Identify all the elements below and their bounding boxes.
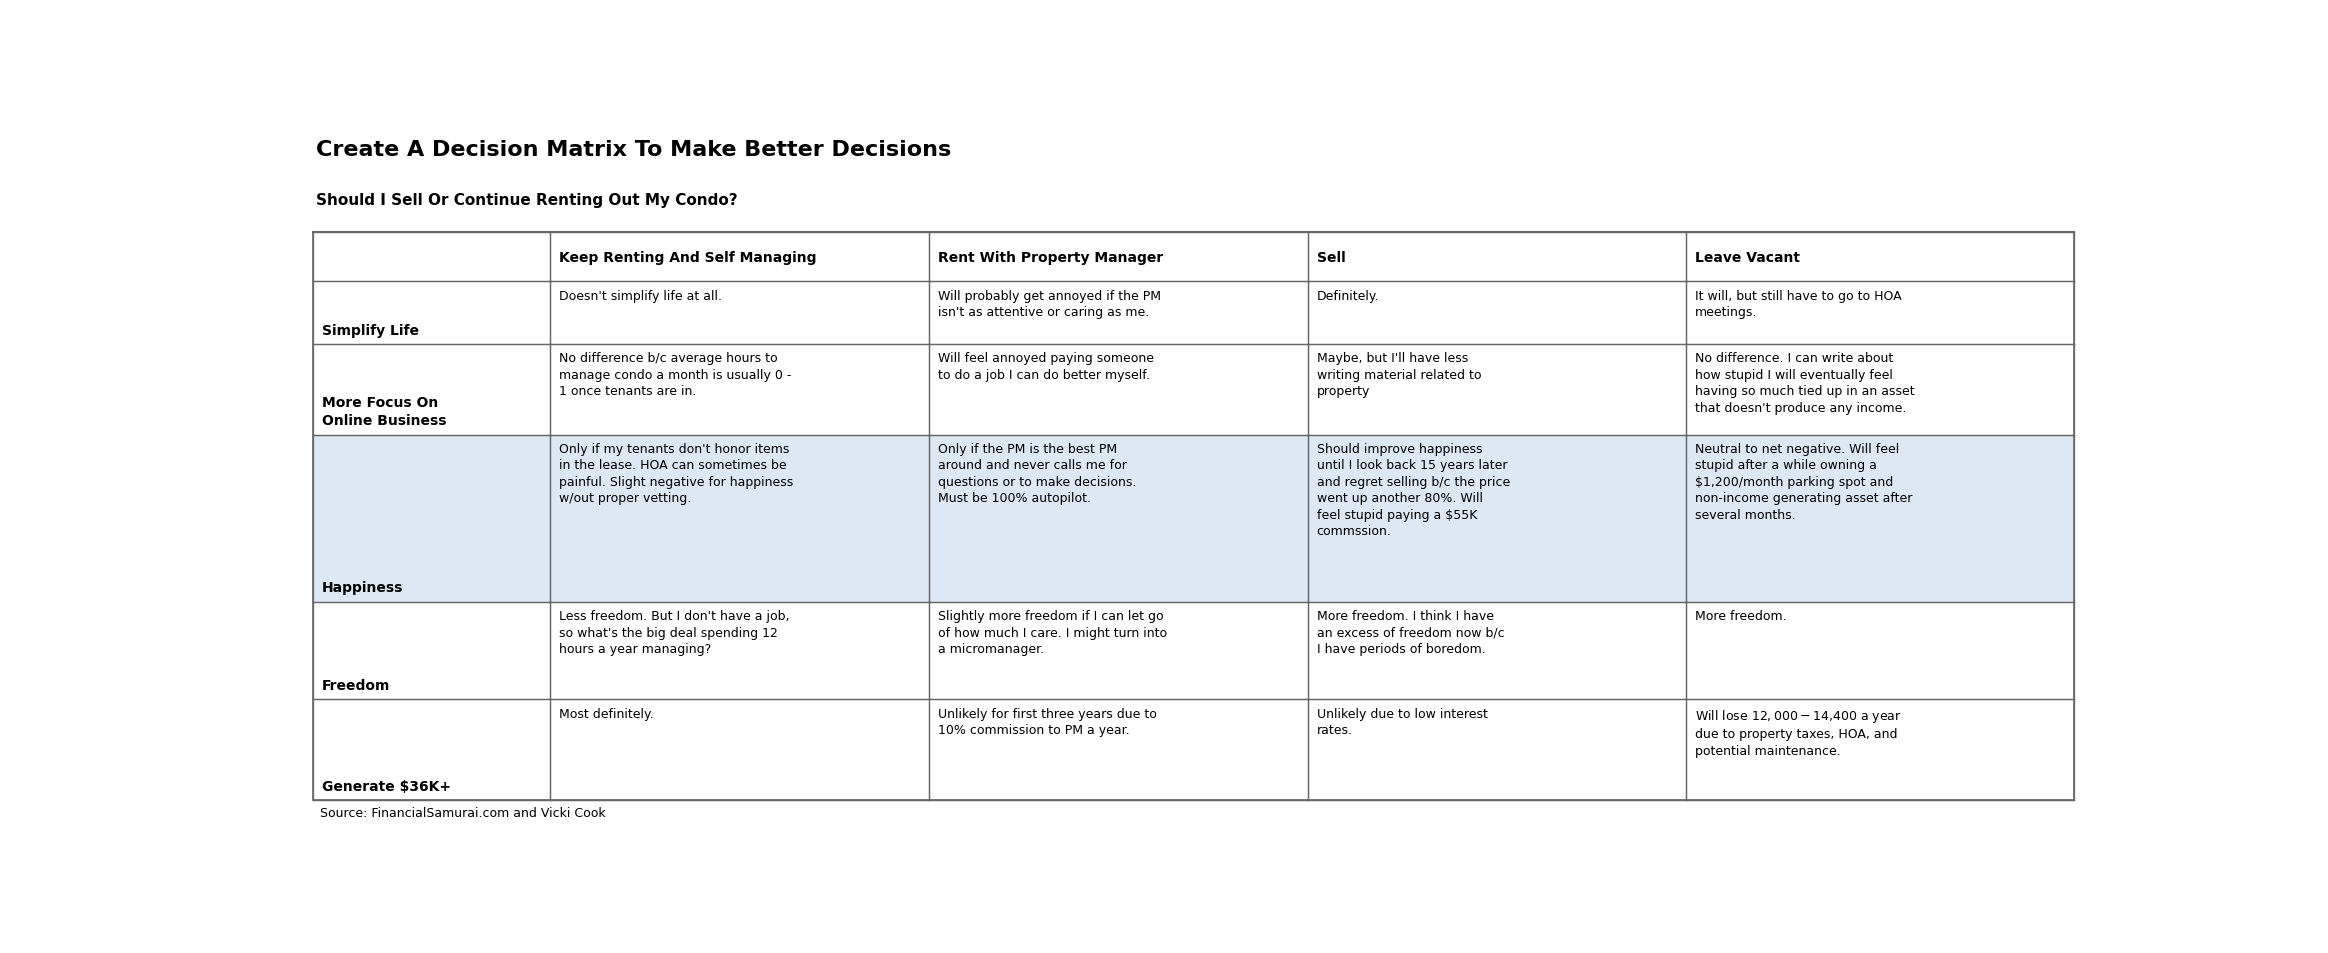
Text: Only if the PM is the best PM
around and never calls me for
questions or to make: Only if the PM is the best PM around and…: [938, 442, 1136, 505]
Text: Should improve happiness
until I look back 15 years later
and regret selling b/c: Should improve happiness until I look ba…: [1318, 442, 1511, 537]
Text: Slightly more freedom if I can let go
of how much I care. I might turn into
a mi: Slightly more freedom if I can let go of…: [938, 610, 1166, 656]
Bar: [929, 700, 1308, 801]
Text: Freedom: Freedom: [321, 679, 391, 692]
Bar: [312, 436, 549, 602]
Bar: [1685, 233, 2074, 282]
Bar: [1685, 700, 2074, 801]
Text: Simplify Life: Simplify Life: [321, 323, 419, 337]
Text: No difference b/c average hours to
manage condo a month is usually 0 -
1 once te: No difference b/c average hours to manag…: [559, 352, 792, 398]
Text: Maybe, but I'll have less
writing material related to
property: Maybe, but I'll have less writing materi…: [1318, 352, 1481, 398]
Bar: [549, 700, 929, 801]
Text: More freedom.: More freedom.: [1695, 610, 1788, 622]
Bar: [312, 602, 549, 700]
Text: Happiness: Happiness: [321, 580, 403, 595]
Bar: [1685, 282, 2074, 345]
Text: More freedom. I think I have
an excess of freedom now b/c
I have periods of bore: More freedom. I think I have an excess o…: [1318, 610, 1504, 656]
Bar: [549, 282, 929, 345]
Text: Will lose $12,000 - $14,400 a year
due to property taxes, HOA, and
potential mai: Will lose $12,000 - $14,400 a year due t…: [1695, 707, 1902, 757]
Bar: [1308, 700, 1685, 801]
Bar: [1685, 602, 2074, 700]
Bar: [549, 436, 929, 602]
Text: No difference. I can write about
how stupid I will eventually feel
having so muc: No difference. I can write about how stu…: [1695, 352, 1916, 415]
Bar: [929, 282, 1308, 345]
Text: Create A Decision Matrix To Make Better Decisions: Create A Decision Matrix To Make Better …: [317, 140, 952, 160]
Bar: [312, 233, 549, 282]
Text: Only if my tenants don't honor items
in the lease. HOA can sometimes be
painful.: Only if my tenants don't honor items in …: [559, 442, 794, 505]
Bar: [1308, 602, 1685, 700]
Text: Unlikely due to low interest
rates.: Unlikely due to low interest rates.: [1318, 707, 1488, 737]
Text: Rent With Property Manager: Rent With Property Manager: [938, 251, 1164, 265]
Text: Definitely.: Definitely.: [1318, 290, 1378, 302]
Text: Neutral to net negative. Will feel
stupid after a while owning a
$1,200/month pa: Neutral to net negative. Will feel stupi…: [1695, 442, 1914, 521]
Text: Should I Sell Or Continue Renting Out My Condo?: Should I Sell Or Continue Renting Out My…: [317, 193, 738, 208]
Bar: [929, 436, 1308, 602]
Text: Keep Renting And Self Managing: Keep Renting And Self Managing: [559, 251, 817, 265]
Text: Sell: Sell: [1318, 251, 1346, 265]
Text: Source: FinancialSamurai.com and Vicki Cook: Source: FinancialSamurai.com and Vicki C…: [319, 806, 605, 820]
Text: Generate $36K+: Generate $36K+: [321, 780, 452, 793]
Bar: [549, 345, 929, 436]
Bar: [549, 602, 929, 700]
Bar: [312, 345, 549, 436]
Text: Less freedom. But I don't have a job,
so what's the big deal spending 12
hours a: Less freedom. But I don't have a job, so…: [559, 610, 789, 656]
Bar: [1308, 436, 1685, 602]
Text: Leave Vacant: Leave Vacant: [1695, 251, 1800, 265]
Text: Will probably get annoyed if the PM
isn't as attentive or caring as me.: Will probably get annoyed if the PM isn'…: [938, 290, 1162, 318]
Bar: [1308, 345, 1685, 436]
Bar: [929, 345, 1308, 436]
Bar: [1308, 282, 1685, 345]
Bar: [549, 233, 929, 282]
Bar: [1685, 436, 2074, 602]
Text: More Focus On
Online Business: More Focus On Online Business: [321, 395, 447, 428]
Bar: [312, 233, 2074, 801]
Text: It will, but still have to go to HOA
meetings.: It will, but still have to go to HOA mee…: [1695, 290, 1902, 318]
Bar: [1685, 345, 2074, 436]
Bar: [929, 602, 1308, 700]
Text: Doesn't simplify life at all.: Doesn't simplify life at all.: [559, 290, 722, 302]
Bar: [312, 700, 549, 801]
Bar: [1308, 233, 1685, 282]
Bar: [312, 282, 549, 345]
Bar: [929, 233, 1308, 282]
Text: Will feel annoyed paying someone
to do a job I can do better myself.: Will feel annoyed paying someone to do a…: [938, 352, 1155, 381]
Text: Most definitely.: Most definitely.: [559, 707, 654, 720]
Text: Unlikely for first three years due to
10% commission to PM a year.: Unlikely for first three years due to 10…: [938, 707, 1157, 737]
